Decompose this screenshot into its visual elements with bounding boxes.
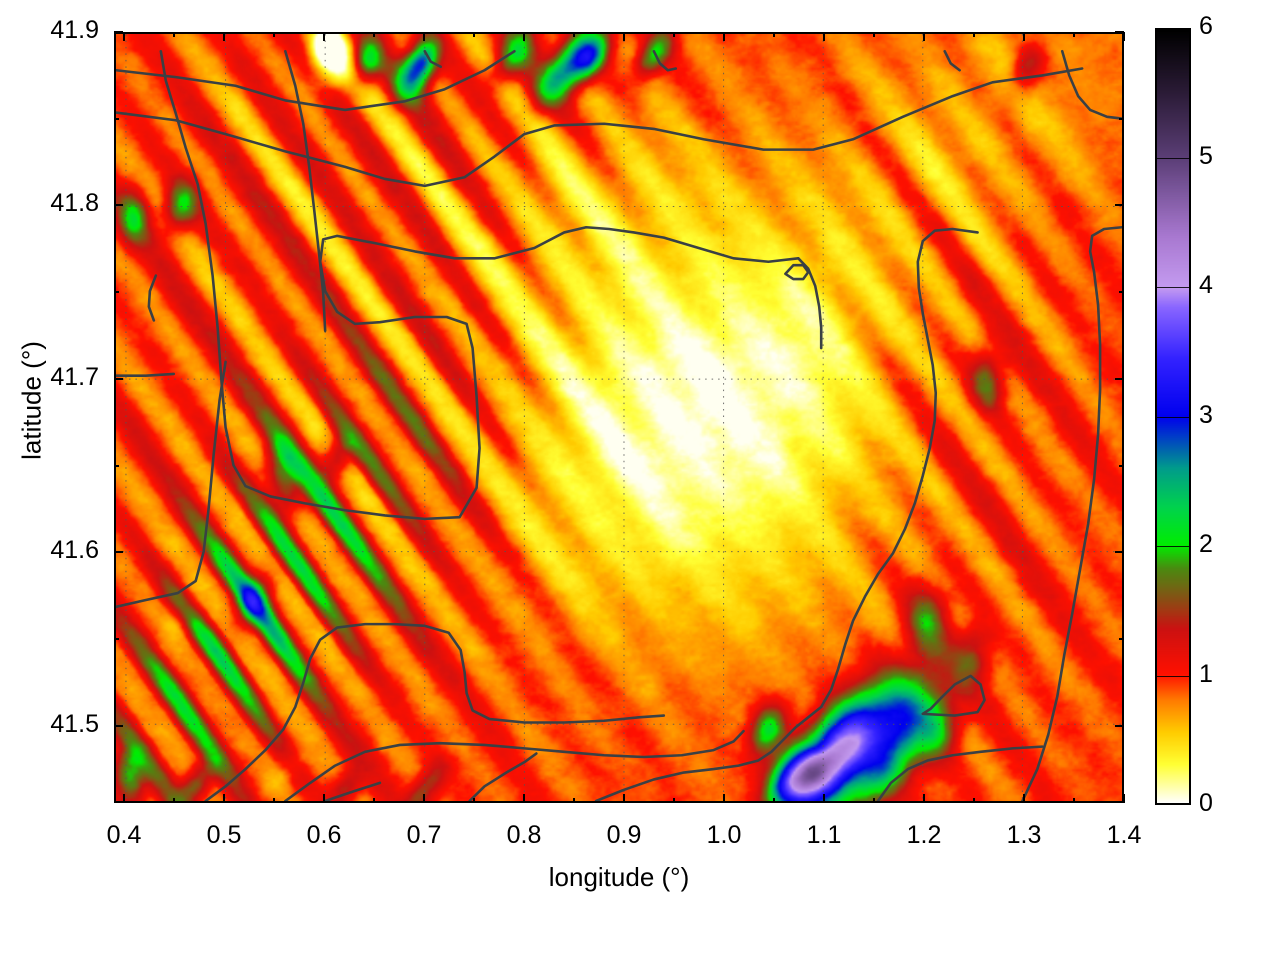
plot-area	[114, 32, 1124, 803]
y-tick-label: 41.9	[50, 16, 99, 44]
y-tick-major	[114, 204, 123, 207]
x-tick-major	[1123, 794, 1125, 803]
colorbar-tick	[1155, 157, 1191, 159]
y-tick-major	[114, 724, 123, 727]
y-tick-minor-right	[1119, 464, 1124, 467]
x-tick-major	[123, 794, 125, 803]
x-tick-label: 0.9	[606, 821, 642, 849]
x-tick-major-top	[1023, 32, 1025, 41]
x-tick-minor	[1073, 798, 1075, 803]
x-tick-label: 0.8	[506, 821, 542, 849]
x-tick-major-top	[823, 32, 825, 41]
x-tick-major	[823, 794, 825, 803]
y-tick-major-right	[1115, 31, 1124, 33]
x-tick-minor	[773, 798, 775, 803]
x-tick-major-top	[923, 32, 925, 41]
x-tick-minor-top	[473, 32, 475, 37]
y-tick-minor-right	[1119, 638, 1124, 641]
x-tick-major-top	[523, 32, 525, 41]
y-tick-minor	[114, 464, 119, 467]
y-tick-label: 41.7	[50, 362, 99, 391]
x-tick-minor-top	[773, 32, 775, 37]
x-tick-major-top	[323, 32, 325, 41]
x-tick-major-top	[423, 32, 425, 41]
x-axis-title: longitude (°)	[548, 862, 690, 892]
colorbar-tick-label: 1	[1199, 659, 1213, 688]
x-tick-minor	[973, 798, 975, 803]
x-tick-minor-top	[973, 32, 975, 37]
colorbar-tick-label: 4	[1199, 271, 1213, 299]
y-tick-label: 41.5	[50, 709, 99, 738]
colorbar-tick-label: 0	[1199, 789, 1213, 817]
x-tick-label: 1.2	[906, 821, 942, 849]
x-tick-major	[523, 794, 525, 803]
x-tick-minor-top	[373, 32, 375, 37]
colorbar-tick	[1155, 546, 1191, 547]
colorbar-tick	[1155, 675, 1191, 677]
x-tick-minor-top	[173, 32, 175, 37]
x-tick-major-top	[1123, 32, 1125, 41]
y-axis-title: latitude (°)	[16, 341, 47, 460]
y-tick-minor	[114, 117, 119, 120]
x-tick-minor-top	[673, 32, 675, 37]
x-tick-minor	[273, 798, 275, 803]
y-tick-major	[114, 31, 123, 33]
x-tick-label: 0.4	[106, 821, 142, 849]
terrain-contour-lines	[116, 49, 1122, 801]
x-tick-major-top	[723, 32, 725, 41]
x-tick-major-top	[123, 32, 125, 41]
x-tick-major	[923, 794, 925, 803]
y-tick-label: 41.6	[50, 536, 99, 565]
x-tick-minor-top	[573, 32, 575, 37]
x-tick-label: 1.1	[806, 821, 842, 849]
x-tick-minor	[373, 798, 375, 803]
y-tick-major	[114, 377, 123, 380]
x-tick-minor	[473, 798, 475, 803]
x-tick-minor-top	[273, 32, 275, 37]
x-tick-label: 0.5	[206, 821, 242, 849]
y-tick-major-right	[1115, 551, 1124, 554]
x-tick-label: 1.4	[1106, 821, 1142, 849]
x-tick-major	[223, 794, 225, 803]
y-tick-major-right	[1115, 204, 1124, 207]
y-tick-minor-right	[1119, 117, 1124, 120]
x-tick-label: 1.3	[1006, 821, 1042, 849]
x-tick-minor-top	[1073, 32, 1075, 37]
x-tick-label: 1.0	[706, 821, 742, 849]
colorbar-tick	[1155, 287, 1191, 288]
colorbar-tick	[1155, 416, 1191, 418]
y-tick-major-right	[1115, 724, 1124, 727]
x-tick-major-top	[623, 32, 625, 41]
x-tick-major	[1023, 794, 1025, 803]
x-tick-major	[723, 794, 725, 803]
y-tick-major	[114, 551, 123, 554]
x-tick-label: 0.6	[306, 821, 342, 849]
y-tick-minor	[114, 638, 119, 641]
x-tick-major-top	[223, 32, 225, 41]
x-tick-major	[323, 794, 325, 803]
y-tick-minor-right	[1119, 291, 1124, 294]
x-tick-minor-top	[873, 32, 875, 37]
y-tick-label: 41.8	[50, 189, 99, 218]
tke-heatmap	[116, 34, 1122, 801]
colorbar-tick-label: 2	[1199, 530, 1213, 558]
x-tick-minor	[173, 798, 175, 803]
x-tick-minor	[673, 798, 675, 803]
y-tick-minor	[114, 291, 119, 294]
colorbar-tick-label: 5	[1199, 141, 1213, 170]
x-tick-label: 0.7	[406, 821, 442, 849]
y-tick-major-right	[1115, 377, 1124, 380]
x-tick-minor	[873, 798, 875, 803]
x-tick-major	[423, 794, 425, 803]
colorbar-tick-label: 3	[1199, 400, 1213, 429]
x-tick-minor	[573, 798, 575, 803]
x-tick-major	[623, 794, 625, 803]
colorbar-tick-label: 6	[1199, 12, 1213, 40]
